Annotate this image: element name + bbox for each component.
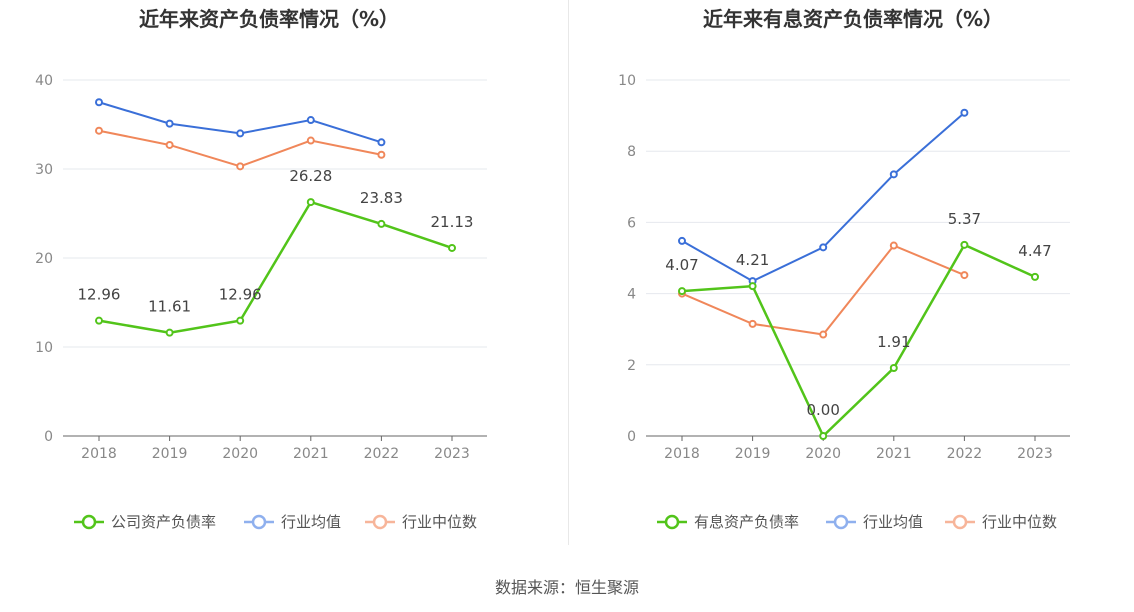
data-point [819, 243, 828, 252]
data-point [95, 98, 103, 107]
data-label: 21.13 [431, 213, 474, 231]
data-point [889, 241, 898, 250]
data-label: 4.07 [665, 256, 698, 274]
data-label: 12.96 [78, 286, 121, 304]
y-tick-label: 0 [44, 429, 53, 445]
y-tick-label: 2 [627, 358, 636, 374]
interest-bearing-debt-ratio-chart: 近年来有息资产负债率情况（%） 0 2 4 6 8 10 2018 2019 2020 2021 20… [618, 7, 1070, 531]
legend-swatch-marker [372, 514, 388, 530]
data-label: 4.21 [736, 251, 769, 269]
y-tick-label: 8 [627, 144, 636, 160]
x-tick-label: 2023 [434, 446, 470, 462]
legend-swatch-marker [952, 514, 968, 530]
x-tick-label: 2018 [664, 446, 700, 462]
data-point [236, 316, 245, 325]
y-tick-label: 30 [35, 162, 53, 178]
data-point [889, 170, 898, 179]
data-point [377, 219, 386, 228]
panel-divider [568, 0, 569, 545]
data-point [95, 316, 103, 325]
y-tick-label: 20 [35, 251, 53, 267]
data-point [748, 319, 757, 328]
data-point [819, 330, 828, 339]
data-point [165, 328, 174, 337]
legend-item[interactable]: 行业均值 [244, 513, 341, 531]
x-tick-label: 2020 [222, 446, 258, 462]
legend-label: 公司资产负债率 [111, 513, 216, 531]
data-point [678, 236, 686, 245]
series-line [98, 200, 453, 334]
data-point [960, 271, 969, 280]
data-point [1031, 272, 1039, 281]
data-point [306, 136, 315, 145]
debt-ratio-chart: 近年来资产负债率情况（%） 0 10 20 30 40 2018 2019 2020 2021 20… [35, 7, 487, 531]
data-point [236, 129, 245, 138]
data-label: 23.83 [360, 189, 403, 207]
data-point [889, 364, 898, 373]
data-point [236, 162, 245, 171]
data-point [819, 432, 828, 440]
y-tick-label: 0 [627, 429, 636, 445]
legend-label: 有息资产负债率 [694, 513, 799, 531]
data-label: 0.00 [806, 401, 839, 419]
x-tick-label: 2018 [81, 446, 117, 462]
legend-label: 行业均值 [281, 513, 341, 531]
series-line [681, 111, 966, 283]
data-point [960, 240, 969, 249]
x-tick-label: 2019 [735, 446, 771, 462]
x-tick-label: 2022 [364, 446, 400, 462]
data-point [377, 150, 386, 159]
legend-item[interactable]: 有息资产负债率 [657, 513, 799, 531]
legend-item[interactable]: 公司资产负债率 [74, 513, 216, 531]
data-point [960, 108, 969, 117]
legend-swatch-marker [833, 514, 849, 530]
data-point [306, 116, 315, 125]
data-label: 12.96 [219, 286, 262, 304]
x-tick-label: 2020 [805, 446, 841, 462]
legend-item[interactable]: 行业均值 [826, 513, 923, 531]
legend-swatch-marker [251, 514, 267, 530]
chart-title: 近年来有息资产负债率情况（%） [703, 7, 1003, 31]
data-point [165, 119, 174, 128]
chart-title: 近年来资产负债率情况（%） [139, 7, 399, 31]
y-tick-label: 10 [618, 73, 636, 89]
x-tick-label: 2022 [947, 446, 983, 462]
data-source: 数据来源：恒生聚源 [494, 578, 639, 597]
data-label: 5.37 [948, 210, 981, 228]
data-point [678, 287, 686, 296]
data-point [306, 198, 315, 207]
y-tick-label: 10 [35, 340, 53, 356]
legend-swatch-marker [664, 514, 680, 530]
x-tick-label: 2019 [152, 446, 188, 462]
data-label: 26.28 [289, 167, 332, 185]
x-tick-label: 2021 [293, 446, 329, 462]
data-label: 4.47 [1018, 242, 1051, 260]
legend-label: 行业中位数 [402, 513, 477, 531]
data-label: 11.61 [148, 298, 191, 316]
data-label: 1.91 [877, 333, 910, 351]
y-tick-label: 40 [35, 73, 53, 89]
data-point [95, 126, 103, 135]
data-point [748, 282, 757, 291]
y-tick-label: 4 [627, 287, 636, 303]
series-line [681, 243, 1036, 439]
data-point [448, 243, 456, 252]
x-tick-label: 2023 [1017, 446, 1053, 462]
y-tick-label: 6 [627, 215, 636, 231]
legend-label: 行业均值 [863, 513, 923, 531]
data-point [165, 140, 174, 149]
legend-swatch-marker [81, 514, 97, 530]
legend-item[interactable]: 行业中位数 [945, 513, 1057, 531]
x-tick-label: 2021 [876, 446, 912, 462]
legend-label: 行业中位数 [982, 513, 1057, 531]
data-point [377, 138, 386, 147]
legend-item[interactable]: 行业中位数 [365, 513, 477, 531]
